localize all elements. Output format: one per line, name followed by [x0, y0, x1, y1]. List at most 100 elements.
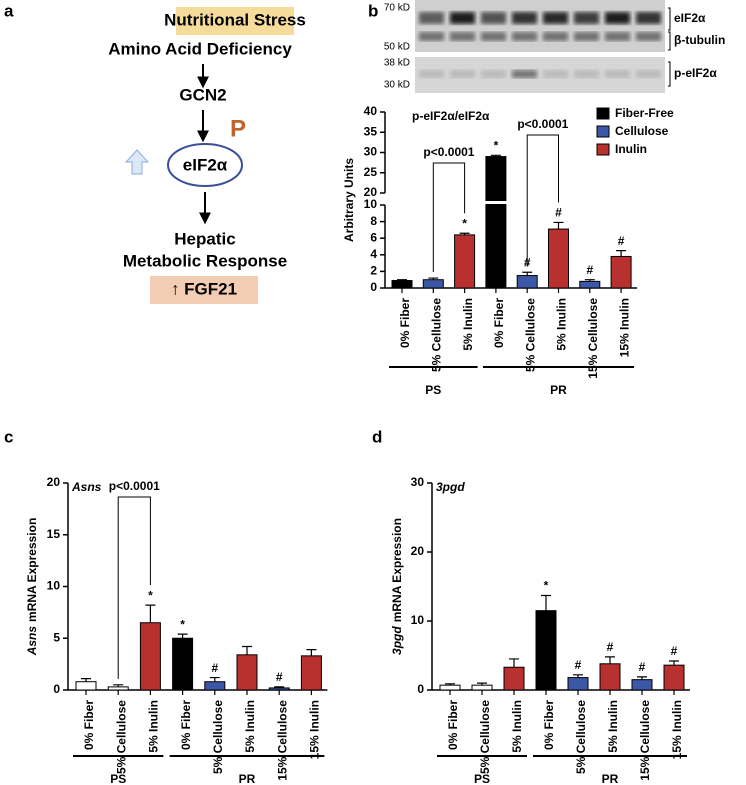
x-tick-label: 5% Cellulose [211, 700, 225, 774]
blot-band [574, 70, 599, 78]
significance-marker: # [586, 263, 593, 277]
blot-band [419, 70, 444, 78]
y-tick-label: 4 [370, 247, 377, 261]
y-label-gene: 3pgd [390, 626, 404, 655]
panel-label: a [4, 1, 14, 20]
x-tick-label: 5% Inulin [461, 298, 475, 351]
panel-label: b [368, 1, 378, 20]
marker-label: 38 kD [384, 58, 410, 69]
bar [204, 681, 226, 691]
blot-band [636, 70, 661, 78]
eif2a-ellipse [167, 143, 243, 187]
fgf21-box [150, 276, 258, 304]
significance-marker: # [607, 640, 614, 654]
blot-band [574, 32, 599, 41]
step: eIF2α [183, 155, 228, 174]
x-tick-label: 5% Cellulose [429, 298, 443, 372]
panel-label: c [4, 427, 13, 446]
band-label: eIF2α [674, 11, 706, 25]
blot-band [636, 32, 661, 41]
marker-label: 70 kD [384, 3, 410, 14]
x-tick-label: 0% Fiber [446, 700, 460, 750]
legend-label: Fiber-Free [615, 106, 674, 120]
blot-band [450, 70, 475, 78]
y-axis-label: Asns mRNA Expression [25, 518, 39, 657]
x-tick-label: 15% Cellulose [275, 700, 289, 781]
legend-swatch [596, 125, 610, 138]
step: Amino Acid Deficiency [108, 39, 292, 58]
p-value: p<0.0001 [423, 145, 474, 159]
step: Hepatic [174, 229, 235, 248]
error-bar [113, 684, 124, 687]
x-tick-label: 0% Fiber [398, 298, 412, 348]
error-bar [274, 686, 285, 688]
y-tick-label: 15 [47, 527, 61, 541]
y-tick-label: 35 [364, 124, 378, 138]
x-tick-label: 0% Fiber [542, 700, 556, 750]
error-bar [573, 674, 583, 678]
blot-band [543, 32, 568, 41]
significance-marker: * [148, 588, 153, 602]
significance-marker: # [575, 658, 582, 672]
marker-label: 50 kD [384, 42, 410, 53]
bar [454, 234, 476, 289]
bar [516, 275, 538, 289]
error-bar [306, 649, 317, 656]
group-label: PS [425, 383, 441, 397]
chart-title: 3pgd [436, 480, 465, 494]
error-bar [522, 271, 533, 276]
y-tick-label: 30 [411, 475, 425, 489]
y-tick-label: 40 [364, 104, 378, 118]
step: ↑ FGF21 [171, 279, 237, 298]
bracket [526, 134, 559, 267]
blot [415, 0, 665, 52]
x-tick-label: 15% Cellulose [638, 700, 652, 781]
error-bar [553, 221, 564, 230]
blot-band [605, 70, 630, 78]
x-tick-label: 15% Cellulose [586, 298, 600, 379]
bar [422, 279, 444, 289]
x-tick-label: 15% Inulin [308, 700, 322, 759]
error-bar [209, 676, 220, 682]
bar [567, 677, 589, 691]
blot-band [543, 12, 568, 24]
significance-marker: # [671, 644, 678, 658]
blot-band [512, 32, 537, 41]
step: GCN2 [179, 85, 226, 104]
bar [579, 280, 601, 289]
group-label: PR [239, 772, 256, 785]
error-bar [605, 656, 615, 664]
bar [599, 663, 621, 691]
error-bar [242, 645, 252, 655]
significance-marker: # [555, 206, 562, 220]
y-tick-label: 30 [364, 145, 378, 159]
y-label-gene: Asns [25, 626, 39, 657]
x-tick-label: 15% Inulin [670, 700, 684, 759]
x-tick-label: 5% Inulin [555, 298, 569, 351]
y-tick-label: 6 [370, 230, 377, 244]
x-tick-label: 0% Fiber [179, 700, 193, 750]
bar [535, 610, 557, 691]
x-tick-label: 0% Fiber [82, 700, 96, 750]
chart-title: Asns [71, 480, 102, 494]
step: Metabolic Response [123, 251, 287, 270]
bar [300, 655, 322, 691]
group-label: PR [602, 772, 619, 785]
bracket [432, 162, 466, 273]
bar [471, 684, 493, 691]
blot-band [574, 12, 599, 24]
y-tick-label: 0 [417, 682, 424, 696]
bracket [117, 496, 151, 679]
bar [439, 684, 461, 691]
x-tick-label: 5% Cellulose [574, 700, 588, 774]
bar [663, 664, 685, 691]
error-bar [397, 279, 407, 281]
y-tick-label: 10 [47, 579, 61, 593]
y-tick-label: 0 [53, 682, 60, 696]
phospho: P [230, 115, 246, 142]
significance-marker: # [639, 660, 646, 674]
chart-title: p-eIF2α/eIF2α [412, 109, 490, 123]
significance-marker: # [618, 234, 625, 248]
y-tick-label: 10 [364, 197, 378, 211]
